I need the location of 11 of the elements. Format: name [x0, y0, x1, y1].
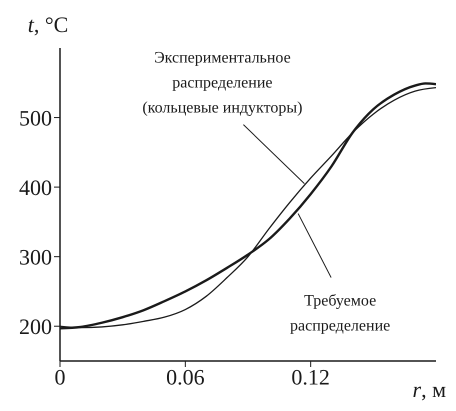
y-axis-title: t, °C: [28, 12, 68, 37]
x-tick-label: 0.12: [291, 364, 330, 390]
y-tick-label: 200: [19, 314, 52, 340]
annotation: Требуемое распределение: [290, 292, 390, 335]
x-tick-label: 0: [54, 364, 66, 390]
y-tick-label: 300: [19, 244, 52, 270]
annotation: Экспериментальное распределение (кольцевые индукторы): [142, 50, 302, 117]
y-tick-label: 400: [19, 174, 52, 200]
y-tick-label: 500: [19, 105, 52, 130]
x-axis-title: r, м: [412, 377, 446, 402]
x-tick-label: 0.06: [166, 364, 205, 390]
